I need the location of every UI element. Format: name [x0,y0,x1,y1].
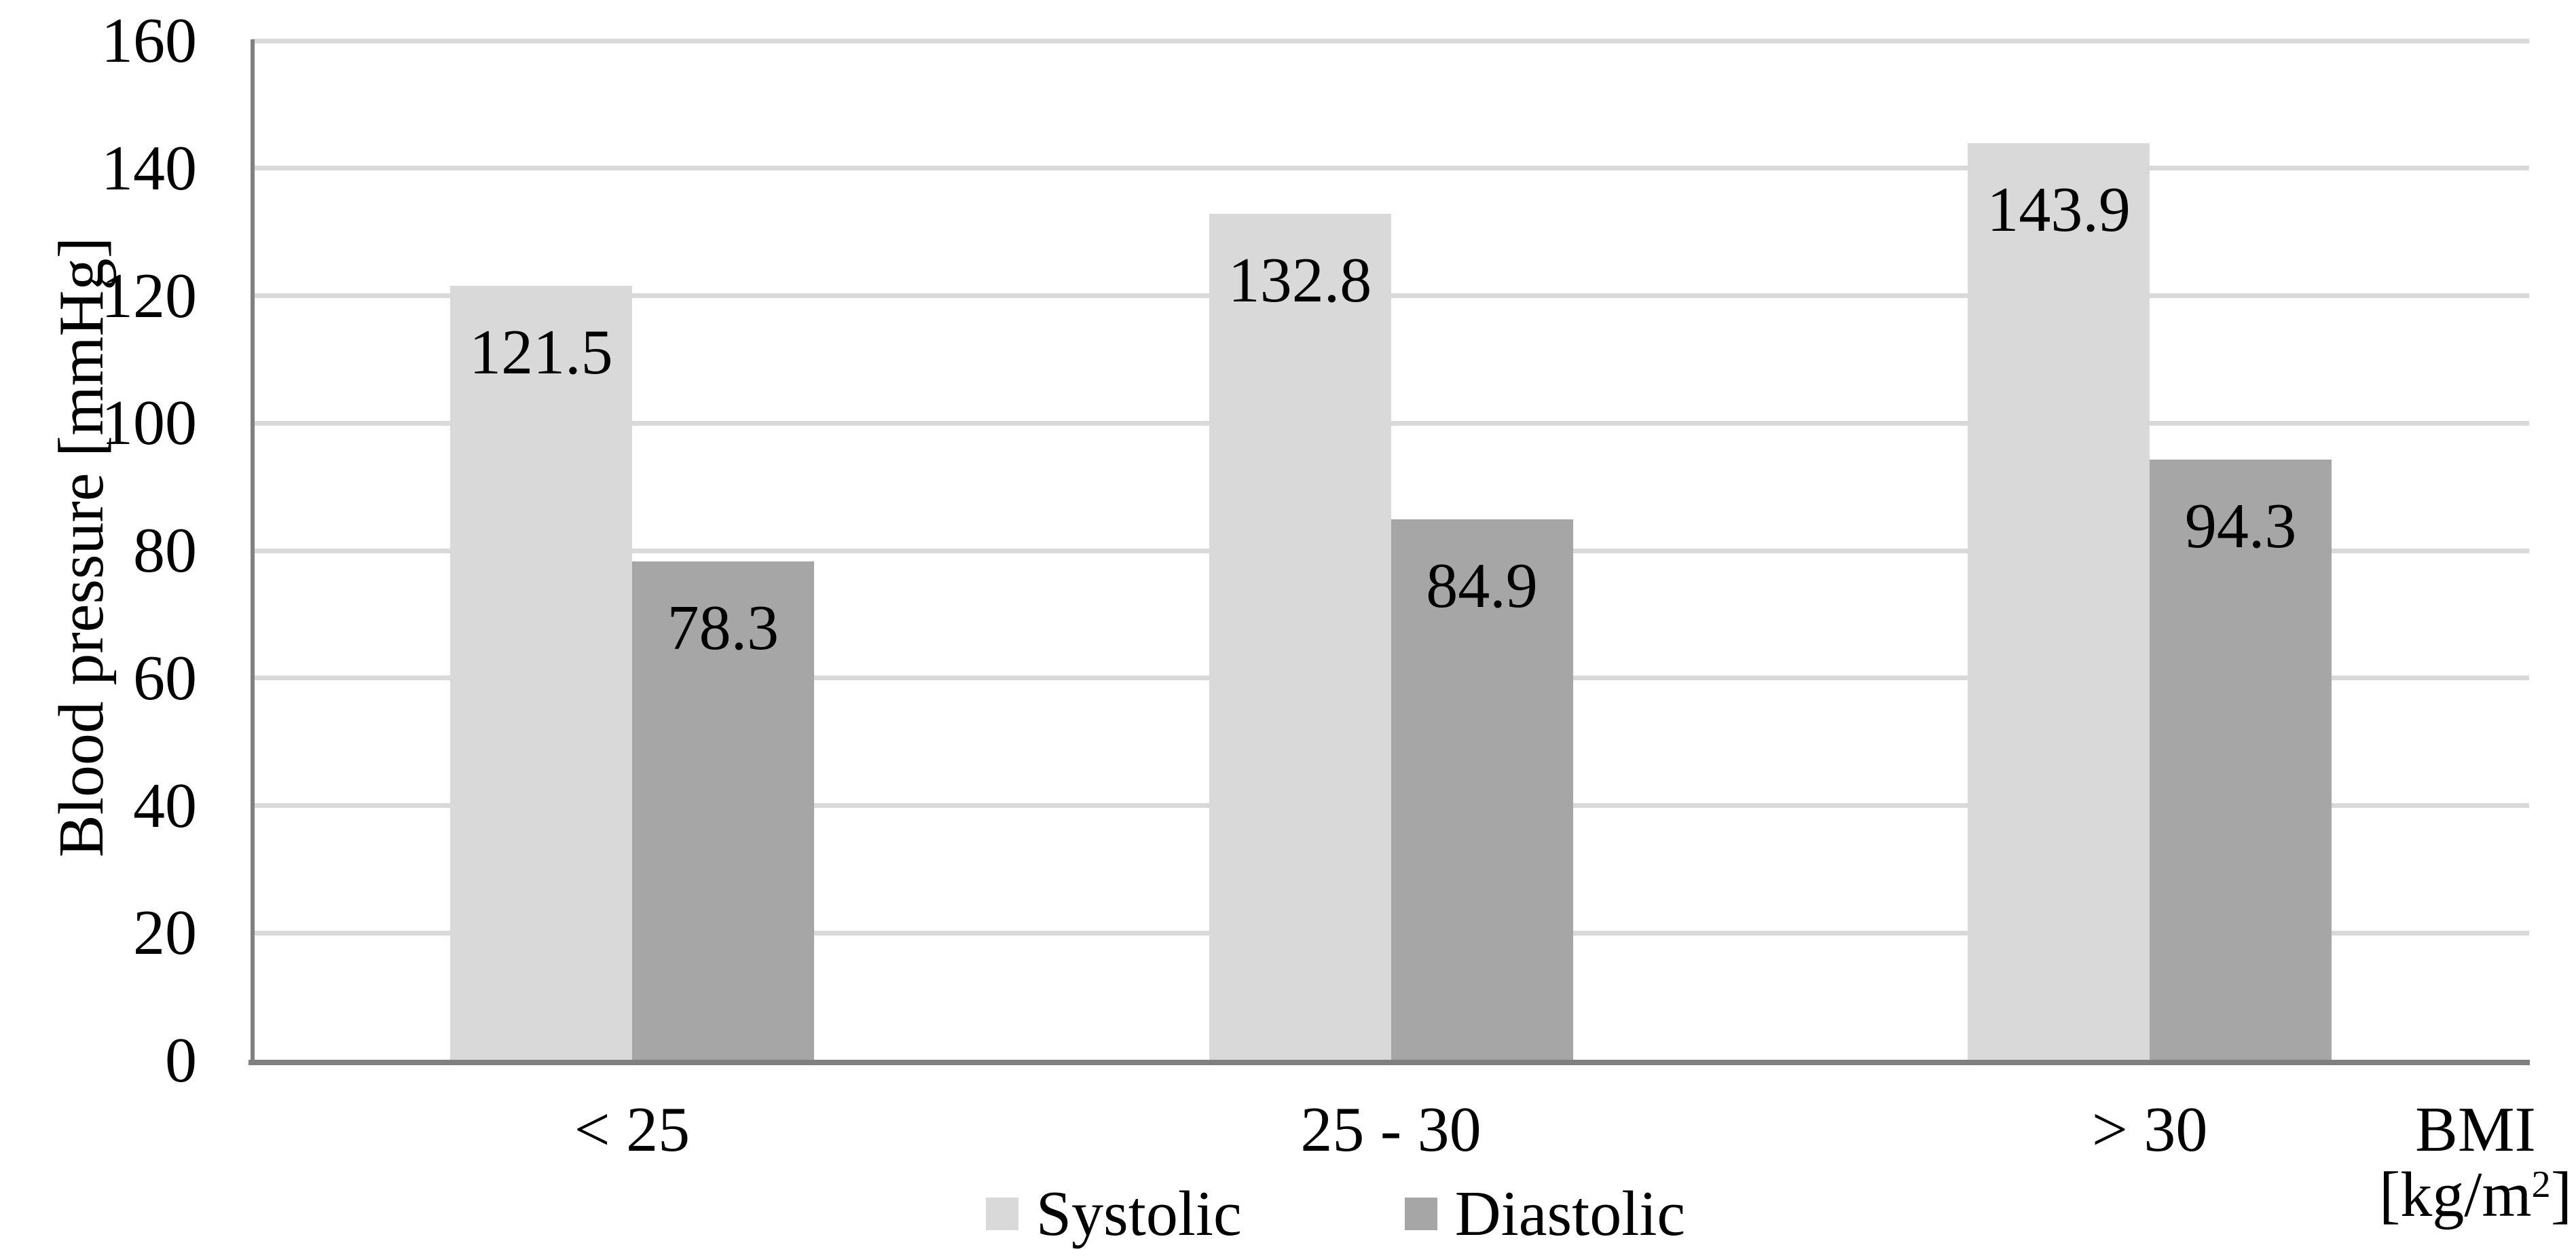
legend-label-diastolic: Diastolic [1454,1179,1686,1249]
bar-systolic-1: 132.8 [1209,214,1391,1060]
gridline-100 [253,420,2529,426]
bar-value-label: 121.5 [469,317,613,388]
bar-systolic-2: 143.9 [1968,143,2150,1060]
y-axis-line [251,39,255,1065]
y-tick-label-160: 160 [101,5,197,76]
x-unit-prefix: [kg/m [2378,1160,2532,1230]
legend: Systolic Diastolic [48,1176,2576,1252]
bar-value-label: 94.3 [2184,491,2297,561]
bar-value-label: 84.9 [1426,551,1538,621]
x-unit-line1: BMI [2415,1094,2536,1165]
y-tick-label-80: 80 [133,515,197,586]
legend-item-systolic: Systolic [985,1179,1242,1249]
bar-diastolic-2: 94.3 [2150,460,2332,1060]
gridline-120 [253,293,2529,298]
y-tick-label-40: 40 [133,770,197,841]
legend-marker-systolic-icon [985,1198,1018,1230]
y-tick-label-140: 140 [101,132,197,204]
bar-value-label: 78.3 [667,593,779,663]
x-unit-suffix: ] [2550,1160,2572,1230]
bar-systolic-0: 121.5 [449,286,632,1060]
legend-item-diastolic: Diastolic [1404,1179,1686,1249]
y-tick-label-120: 120 [101,260,197,331]
x-unit-superscript: 2 [2531,1163,2551,1206]
y-tick-label-60: 60 [133,642,197,714]
x-axis-line [249,1060,2530,1065]
gridline-160 [253,38,2529,43]
legend-marker-diastolic-icon [1404,1198,1437,1230]
bar-diastolic-1: 84.9 [1391,519,1573,1060]
x-category-label-1: 25 - 30 [1300,1094,1482,1165]
y-tick-label-20: 20 [133,898,197,969]
legend-label-systolic: Systolic [1035,1179,1242,1249]
bar-value-label: 132.8 [1228,245,1372,316]
x-axis-unit-label: BMI [kg/m2] [2379,1097,2572,1236]
x-category-label-2: > 30 [2091,1094,2208,1165]
bar-diastolic-0: 78.3 [631,561,814,1060]
y-tick-label-100: 100 [101,388,197,459]
bar-value-label: 143.9 [1987,174,2131,245]
y-tick-label-0: 0 [165,1025,197,1096]
gridline-140 [253,166,2529,171]
x-category-label-0: < 25 [574,1094,691,1165]
